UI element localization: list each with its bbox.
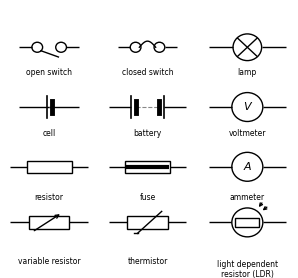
Bar (127, 216, 168, 229)
Text: cell: cell (43, 129, 56, 138)
Circle shape (232, 208, 263, 237)
Bar (235, 218, 259, 227)
Bar (125, 161, 170, 173)
Text: variable resistor: variable resistor (18, 257, 80, 266)
Text: lamp: lamp (238, 68, 257, 77)
Text: resistor: resistor (35, 193, 64, 202)
Text: light dependent
resistor (LDR): light dependent resistor (LDR) (217, 260, 278, 278)
Text: thermistor: thermistor (127, 257, 168, 266)
Bar (27, 161, 72, 173)
Text: A: A (243, 162, 251, 172)
Text: V: V (243, 102, 251, 112)
Text: open switch: open switch (26, 68, 72, 77)
Text: closed switch: closed switch (122, 68, 173, 77)
Text: fuse: fuse (139, 193, 156, 202)
Text: battery: battery (134, 129, 162, 138)
Text: ammeter: ammeter (230, 193, 265, 202)
Text: voltmeter: voltmeter (229, 129, 266, 138)
Bar (29, 216, 69, 229)
